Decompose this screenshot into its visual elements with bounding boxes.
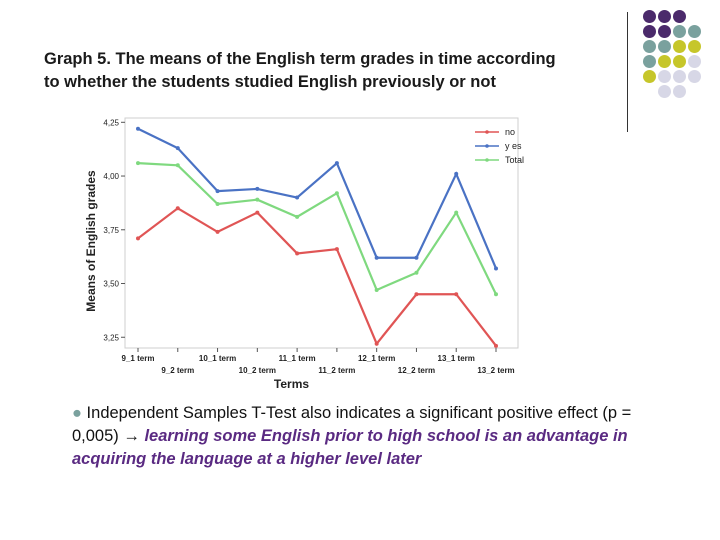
legend-marker (485, 158, 489, 162)
y-tick-label: 3,75 (103, 226, 119, 235)
data-point (215, 201, 220, 206)
slide-title: Graph 5. The means of the English term g… (44, 48, 624, 94)
data-point (175, 206, 180, 211)
x-tick-label: 13_1 term (438, 354, 475, 363)
decorative-dot (673, 40, 686, 53)
data-point (374, 287, 379, 292)
decorative-dot (658, 55, 671, 68)
data-point (454, 210, 459, 215)
data-point (295, 195, 300, 200)
decorative-dot (688, 55, 701, 68)
y-tick-label: 4,25 (103, 118, 119, 127)
series-line (137, 206, 497, 347)
bullet-icon: ● (72, 404, 82, 422)
data-point (494, 266, 498, 271)
data-point (414, 255, 419, 260)
x-tick-label: 10_2 term (239, 366, 276, 375)
data-point (175, 163, 180, 168)
data-point (334, 191, 339, 196)
decorative-dot (673, 10, 686, 23)
title-line-2: to whether the students studied English … (44, 73, 496, 91)
data-point (374, 255, 379, 260)
decorative-dot (673, 55, 686, 68)
decorative-dot (673, 25, 686, 38)
legend-label: no (505, 127, 515, 137)
decorative-dot (658, 10, 671, 23)
legend-marker (485, 130, 489, 134)
data-point (334, 247, 339, 252)
decorative-dot (673, 70, 686, 83)
bullet-text: Independent Samples T-Test also indicate… (72, 404, 632, 445)
y-tick-label: 3,50 (103, 280, 119, 289)
decorative-dot (688, 40, 701, 53)
data-point (255, 186, 260, 191)
data-point (454, 292, 459, 297)
decorative-dot (658, 25, 671, 38)
decorative-dot (673, 85, 686, 98)
series-line (137, 162, 497, 295)
decorative-dot (643, 40, 656, 53)
data-point (255, 197, 260, 202)
decorative-dot (643, 70, 656, 83)
decorative-dot (643, 55, 656, 68)
data-point (175, 146, 180, 151)
bullet-paragraph: ● Independent Samples T-Test also indica… (72, 402, 672, 471)
line-chart: 3,25 3,50 3,75 4,00 4,25 9_1 term 9_2 term 10_1… (84, 117, 524, 391)
decorative-dot (658, 85, 671, 98)
data-point (494, 292, 498, 297)
data-point (295, 251, 300, 256)
y-tick-label: 4,00 (103, 172, 119, 181)
plot-frame (124, 117, 519, 349)
data-point (494, 343, 498, 348)
data-point (414, 270, 419, 275)
data-point (454, 171, 459, 176)
title-line-1: Graph 5. The means of the English term g… (44, 50, 556, 68)
y-axis-title: Means of English grades (84, 170, 98, 312)
x-tick-label: 13_2 term (477, 366, 514, 375)
decorative-dot (643, 10, 656, 23)
data-point (334, 161, 339, 166)
decorative-dot (658, 70, 671, 83)
x-tick-label: 9_2 term (161, 366, 194, 375)
series-line (137, 127, 498, 269)
decorative-dot-grid (636, 8, 720, 118)
data-point (414, 292, 419, 297)
legend-marker (485, 144, 489, 148)
data-point (374, 341, 379, 346)
x-tick-label: 11_1 term (279, 354, 316, 363)
decorative-divider (627, 12, 628, 132)
decorative-dot (643, 25, 656, 38)
data-point (295, 214, 300, 219)
decorative-dot (688, 70, 701, 83)
x-tick-label: 11_2 term (318, 366, 355, 375)
data-point (215, 229, 220, 234)
decorative-dot (688, 25, 701, 38)
data-point (136, 161, 140, 166)
y-tick-label: 3,25 (103, 333, 119, 342)
x-tick-label: 12_1 term (358, 354, 395, 363)
x-tick-label: 12_2 term (398, 366, 435, 375)
x-tick-label: 9_1 term (122, 354, 155, 363)
x-tick-label: 10_1 term (199, 354, 236, 363)
decorative-dot (658, 40, 671, 53)
legend-label: y es (505, 141, 522, 151)
data-point (255, 210, 260, 215)
bullet-emphasis: learning some English prior to high scho… (72, 427, 628, 468)
data-point (215, 189, 220, 194)
data-point (136, 236, 140, 241)
legend-label: Total (505, 155, 524, 165)
data-point (136, 126, 140, 131)
x-axis-title: Terms (274, 377, 309, 391)
